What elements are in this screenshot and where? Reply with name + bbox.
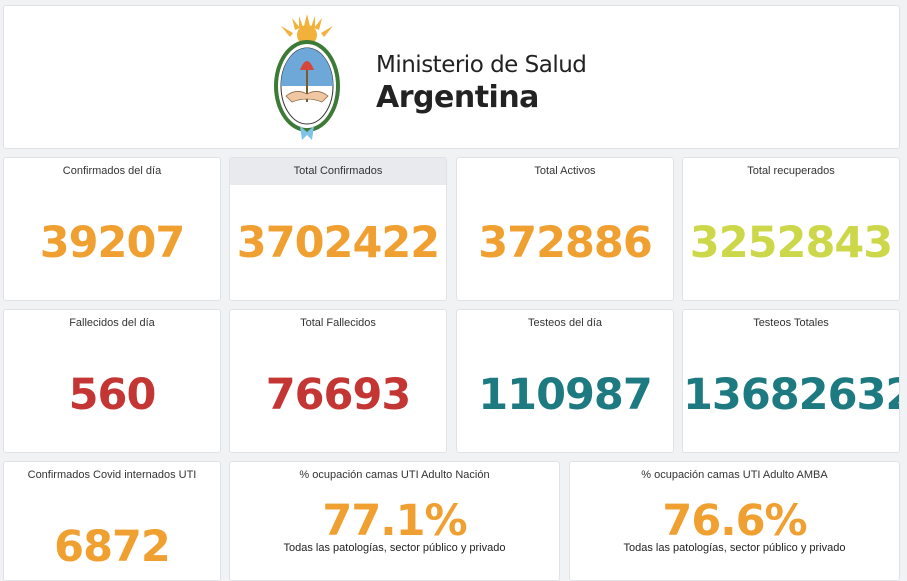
stat-label: Fallecidos del día	[69, 317, 155, 329]
stat-card-total-recuperados: Total recuperados 3252843	[682, 157, 900, 301]
stat-label: Confirmados Covid internados UTI	[27, 469, 197, 481]
stat-card-total-fallecidos: Total Fallecidos 76693	[229, 309, 447, 453]
stat-card-ocupacion-uti-nacion: % ocupación camas UTI Adulto Nación 77.1…	[229, 461, 560, 581]
stat-label: Testeos del día	[528, 317, 602, 329]
stat-label: Total Fallecidos	[300, 317, 376, 329]
stat-note: Todas las patologías, sector público y p…	[623, 542, 846, 554]
stat-note: Todas las patologías, sector público y p…	[283, 542, 506, 554]
stat-card-fallecidos-dia: Fallecidos del día 560	[3, 309, 221, 453]
stat-value: 6872	[54, 522, 171, 572]
stat-value: 372886	[478, 218, 653, 268]
stat-value: 3702422	[236, 218, 440, 268]
header-banner: Ministerio de Salud Argentina	[3, 5, 900, 149]
stat-card-ocupacion-uti-amba: % ocupación camas UTI Adulto AMBA 76.6% …	[569, 461, 900, 581]
stat-label: Confirmados del día	[62, 165, 162, 177]
stat-label: % ocupación camas UTI Adulto Nación	[299, 469, 490, 481]
stat-value: 76.6%	[662, 496, 807, 546]
stat-label: Total Confirmados	[230, 158, 446, 185]
stat-value: 110987	[478, 370, 653, 420]
stat-value: 39207	[39, 218, 186, 268]
argentina-coat-of-arms-icon	[272, 14, 342, 146]
country-name: Argentina	[376, 80, 539, 115]
stat-label: % ocupación camas UTI Adulto AMBA	[641, 469, 828, 481]
stat-card-internados-uti: Confirmados Covid internados UTI 6872	[3, 461, 221, 581]
stat-value: 3252843	[689, 218, 893, 268]
stat-card-total-confirmados: Total Confirmados 3702422	[229, 157, 447, 301]
stat-value: 560	[68, 370, 157, 420]
stat-label: Total recuperados	[747, 165, 835, 177]
stat-value: 76693	[265, 370, 412, 420]
stat-value: 13682632	[683, 370, 900, 420]
ministry-brand: Ministerio de Salud Argentina	[376, 50, 587, 116]
stat-card-testeos-dia: Testeos del día 110987	[456, 309, 674, 453]
stat-label: Testeos Totales	[753, 317, 829, 329]
stat-card-testeos-totales: Testeos Totales 13682632	[682, 309, 900, 453]
stat-card-total-activos: Total Activos 372886	[456, 157, 674, 301]
ministry-name: Ministerio de Salud	[376, 52, 587, 78]
stat-value: 77.1%	[322, 496, 467, 546]
stat-label: Total Activos	[534, 165, 596, 177]
stat-card-confirmados-dia: Confirmados del día 39207	[3, 157, 221, 301]
